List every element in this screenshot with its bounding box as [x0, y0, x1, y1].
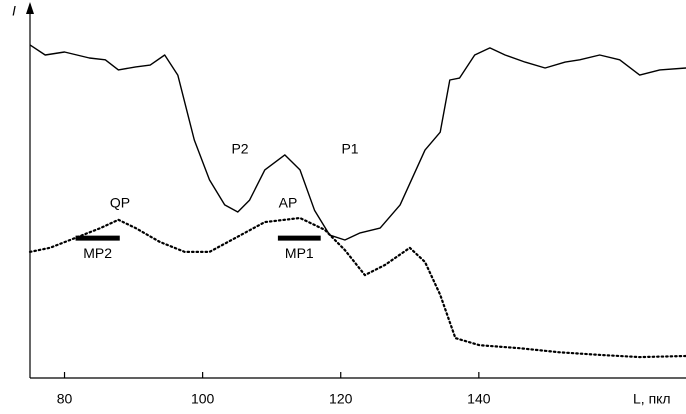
x-tick-label: 80	[57, 391, 73, 407]
x-tick-label: 120	[329, 391, 353, 407]
x-tick-label: 100	[191, 391, 215, 407]
peak-label: AP	[279, 195, 298, 211]
y-axis-arrow	[26, 2, 34, 14]
line-dotted	[28, 216, 686, 359]
y-axis-label: I	[12, 3, 16, 19]
range-label: MP2	[83, 245, 112, 261]
peak-label: P2	[231, 141, 248, 157]
x-axis-label: L, пкл	[633, 391, 671, 407]
range-label: MP1	[285, 245, 314, 261]
x-tick-label: 140	[467, 391, 491, 407]
peak-label: QP	[110, 195, 130, 211]
peak-label: P1	[341, 141, 358, 157]
line-solid	[29, 44, 686, 241]
